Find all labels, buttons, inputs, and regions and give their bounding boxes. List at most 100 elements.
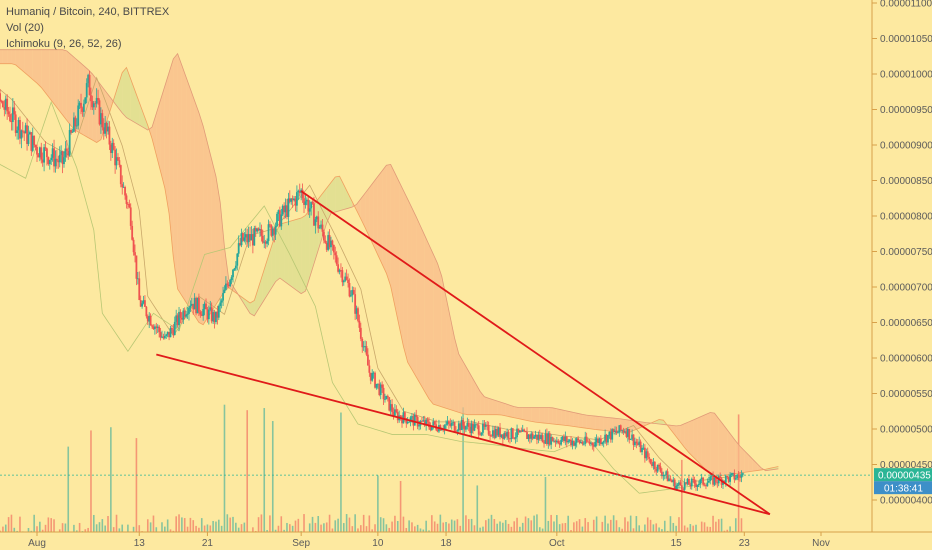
candle-body [274, 225, 277, 235]
candle-body [243, 237, 246, 241]
candle-body [43, 147, 46, 163]
volume-bar [345, 514, 348, 532]
candle-body [146, 316, 149, 322]
cloud-segment [382, 165, 387, 274]
leading-span-a [0, 63, 779, 478]
cloud-segment [590, 415, 596, 430]
candle-body [249, 234, 251, 241]
candle-body [541, 435, 544, 443]
candle-body [656, 464, 659, 472]
ichimoku-indicator-label[interactable]: Ichimoku (9, 26, 52, 26) [6, 38, 122, 50]
candle-body [271, 228, 274, 236]
volume-bar [413, 526, 416, 532]
candle-body [564, 436, 567, 442]
candle-body [310, 201, 313, 209]
candle-body [176, 315, 179, 326]
cloud-segment [429, 244, 434, 405]
volume-bar [19, 516, 21, 532]
volume-bar [695, 524, 697, 532]
candle-body [594, 442, 597, 447]
cloud-segment [254, 287, 259, 316]
volume-bar [615, 520, 618, 532]
candle-body [129, 207, 132, 226]
candle-body [477, 425, 480, 435]
candle-body [234, 265, 237, 269]
candle-body [666, 471, 669, 482]
candle-body [33, 135, 36, 146]
volume-bar [487, 518, 490, 532]
symbol-title[interactable]: Humaniq / Bitcoin, 240, BITTREX [6, 6, 170, 18]
candle-body [716, 482, 719, 484]
volume-bar [644, 524, 646, 532]
cloud-segment [659, 419, 664, 425]
price-tick-label: 0.00001000 [880, 70, 932, 81]
volume-bar [206, 524, 209, 532]
cloud-segment [573, 412, 579, 428]
volume-bar [416, 524, 419, 532]
volume-bar [41, 529, 44, 532]
candle-body [217, 305, 220, 318]
candle-body [97, 97, 99, 101]
candle-body [179, 311, 182, 318]
candle-body [172, 329, 175, 335]
candle-body [411, 416, 413, 418]
time-axis[interactable] [0, 532, 932, 550]
candle-body [688, 478, 690, 485]
candle-body [479, 434, 482, 436]
trendline-lower [156, 353, 771, 516]
volume-bar [98, 522, 101, 532]
volume-indicator-label[interactable]: Vol (20) [6, 22, 44, 34]
candle-body [68, 130, 71, 156]
candle-body [449, 423, 452, 426]
candle-body [675, 486, 678, 490]
candle-body [570, 439, 572, 446]
candle-body [237, 243, 240, 254]
cloud-segment [539, 407, 545, 424]
candle-body [409, 417, 412, 422]
candle-body [286, 205, 288, 217]
candle-body [706, 482, 709, 487]
candle-body [108, 126, 111, 145]
candle-body [196, 297, 199, 314]
candle-body [693, 479, 696, 484]
candle-body [100, 113, 102, 125]
candle-body [372, 372, 375, 374]
volume-bar [95, 524, 98, 532]
candle-body [697, 484, 700, 486]
trendlines[interactable] [156, 190, 771, 516]
volume-bar [678, 517, 680, 532]
candle-body [616, 432, 619, 434]
cloud-segment [411, 207, 417, 377]
volume-bar [73, 524, 75, 532]
cloud-segment [752, 459, 758, 472]
volume-bar [269, 515, 271, 532]
volume-bar [354, 514, 356, 532]
price-tick-label: 0.00000950 [880, 105, 932, 116]
candle-body [534, 434, 537, 437]
cloud-segment [309, 204, 314, 278]
candle-body [668, 478, 670, 482]
volume-bar [166, 519, 169, 532]
candle-body [357, 308, 359, 321]
candle-body [557, 440, 560, 444]
volume-bars [0, 404, 743, 532]
volume-bar [570, 530, 572, 532]
price-tick-label: 0.00001050 [880, 34, 932, 45]
cloud-segment [45, 49, 50, 99]
cloud-segment [215, 176, 221, 305]
candle-body [682, 489, 685, 491]
candle-body [440, 429, 443, 431]
candle-body [580, 441, 582, 444]
price-axis[interactable] [872, 0, 932, 532]
candle-body [348, 282, 351, 297]
volume-bar [294, 520, 297, 532]
candle-body [447, 421, 450, 424]
volume-bar [391, 521, 393, 532]
candle-body [318, 227, 321, 229]
volume-bar [371, 529, 373, 532]
volume-bar [115, 514, 118, 532]
candle-body [536, 434, 538, 440]
cloud-segment [505, 403, 510, 417]
